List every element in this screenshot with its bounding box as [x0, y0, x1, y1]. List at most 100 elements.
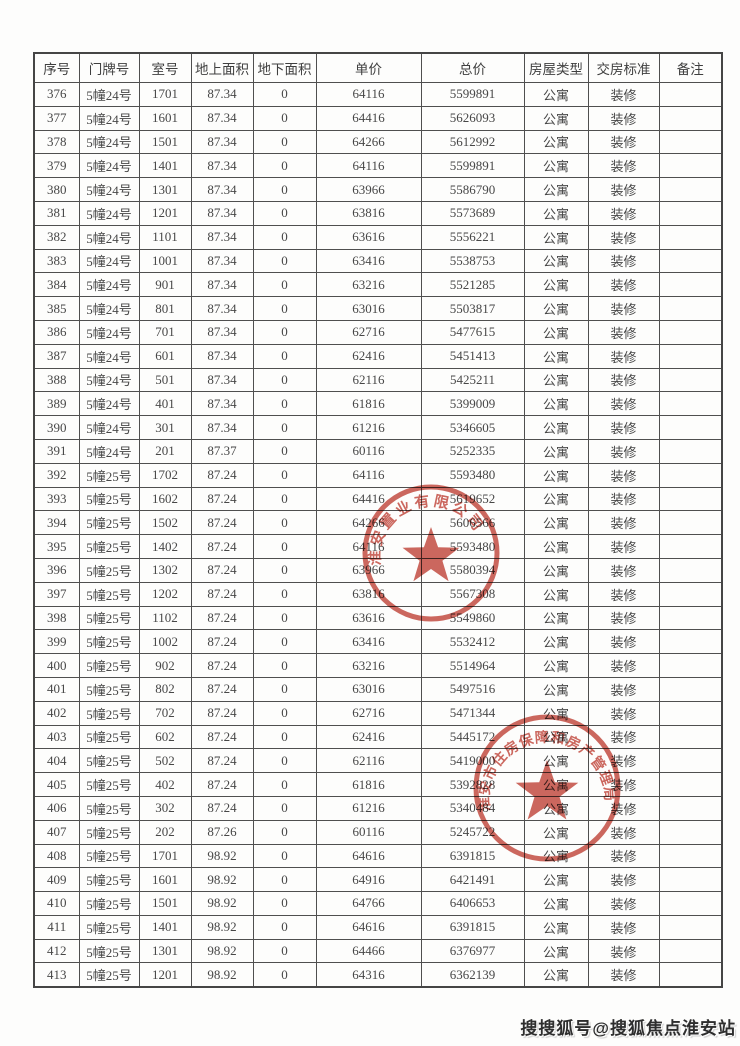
- table-cell: [658, 700, 723, 726]
- table-row: 392 5幢25号 1702 87.24 0 64116 5593480 公寓 装修: [33, 462, 723, 488]
- table-cell: [658, 200, 723, 226]
- table-cell: 5幢25号: [78, 605, 140, 631]
- table-cell: 5346605: [420, 415, 525, 440]
- table-cell: 64466: [315, 938, 422, 964]
- table-cell: 87.26: [190, 819, 254, 845]
- table-cell: 0: [252, 748, 317, 774]
- table-cell: 5幢24号: [78, 319, 140, 345]
- table-cell: 411: [33, 914, 80, 940]
- table-cell: 公寓: [523, 534, 589, 559]
- table-cell: 87.34: [190, 105, 254, 131]
- table-row: 412 5幢25号 1301 98.92 0 64466 6376977 公寓 装修: [33, 938, 723, 964]
- header-row: 序号 门牌号 室号 地上面积 地下面积 单价 总价 房屋类型 交房标准 备注: [33, 52, 723, 83]
- table-row: 396 5幢25号 1302 87.24 0 63966 5580394 公寓 装修: [33, 557, 723, 583]
- column-header: 单价: [315, 52, 422, 83]
- table-cell: 63816: [315, 581, 422, 607]
- table-cell: 902: [138, 653, 192, 678]
- table-cell: 402: [138, 772, 192, 797]
- table-cell: 0: [252, 557, 317, 583]
- table-cell: 装修: [587, 343, 660, 369]
- table-cell: 公寓: [523, 510, 589, 536]
- table-cell: 63216: [315, 272, 422, 298]
- table-cell: 6376977: [420, 938, 525, 964]
- table-cell: 5538753: [420, 248, 525, 274]
- table-cell: 64116: [315, 153, 422, 179]
- table-cell: 0: [252, 296, 317, 321]
- table-cell: 5幢25号: [78, 462, 140, 488]
- table-cell: 0: [252, 248, 317, 274]
- table-cell: 装修: [587, 367, 660, 393]
- table-cell: [658, 510, 723, 536]
- table-cell: 装修: [587, 462, 660, 488]
- column-header: 门牌号: [78, 52, 140, 83]
- table-cell: [658, 462, 723, 488]
- table-cell: [658, 557, 723, 583]
- table-cell: 公寓: [523, 748, 589, 774]
- table-cell: 87.34: [190, 272, 254, 298]
- price-table-header: 序号 门牌号 室号 地上面积 地下面积 单价 总价 房屋类型 交房标准 备注: [33, 52, 723, 83]
- table-cell: 1602: [138, 486, 192, 512]
- table-cell: 0: [252, 177, 317, 202]
- table-cell: 1401: [138, 914, 192, 940]
- table-cell: 98.92: [190, 843, 254, 869]
- table-cell: 装修: [587, 319, 660, 345]
- table-cell: 装修: [587, 843, 660, 869]
- table-cell: 64116: [315, 82, 422, 107]
- table-cell: 5399009: [420, 391, 525, 417]
- table-cell: 公寓: [523, 319, 589, 345]
- table-cell: 5幢24号: [78, 391, 140, 417]
- table-cell: 1201: [138, 200, 192, 226]
- table-cell: 0: [252, 772, 317, 797]
- table-cell: 601: [138, 343, 192, 369]
- table-row: 385 5幢24号 801 87.34 0 63016 5503817 公寓 装修: [33, 296, 723, 321]
- table-row: 391 5幢24号 201 87.37 0 60116 5252335 公寓 装修: [33, 438, 723, 464]
- table-cell: 0: [252, 653, 317, 678]
- table-cell: 公寓: [523, 581, 589, 607]
- table-cell: 装修: [587, 653, 660, 678]
- table-cell: 301: [138, 415, 192, 440]
- table-cell: 0: [252, 843, 317, 869]
- table-cell: 64616: [315, 843, 422, 869]
- table-cell: 装修: [587, 438, 660, 464]
- table-cell: 公寓: [523, 153, 589, 179]
- table-cell: 5599891: [420, 82, 525, 107]
- table-cell: 5503817: [420, 296, 525, 321]
- table-cell: 63816: [315, 200, 422, 226]
- table-cell: [658, 867, 723, 893]
- table-cell: [658, 819, 723, 845]
- table-cell: 0: [252, 914, 317, 940]
- table-cell: 1601: [138, 867, 192, 893]
- table-cell: 0: [252, 272, 317, 298]
- table-row: 387 5幢24号 601 87.34 0 62416 5451413 公寓 装修: [33, 343, 723, 369]
- table-cell: 公寓: [523, 724, 589, 750]
- table-cell: 1301: [138, 938, 192, 964]
- table-cell: 63416: [315, 629, 422, 655]
- table-cell: 0: [252, 938, 317, 964]
- table-cell: 5612992: [420, 129, 525, 155]
- table-cell: 公寓: [523, 938, 589, 964]
- table-cell: 公寓: [523, 891, 589, 916]
- table-cell: 0: [252, 819, 317, 845]
- table-cell: 98.92: [190, 914, 254, 940]
- table-cell: 5606566: [420, 510, 525, 536]
- table-cell: 87.34: [190, 224, 254, 250]
- table-cell: [658, 843, 723, 869]
- table-cell: 1401: [138, 153, 192, 179]
- table-cell: 装修: [587, 724, 660, 750]
- table-cell: 0: [252, 867, 317, 893]
- table-cell: 装修: [587, 534, 660, 559]
- table-cell: 0: [252, 534, 317, 559]
- table-cell: 87.34: [190, 319, 254, 345]
- table-cell: 87.24: [190, 605, 254, 631]
- table-cell: 87.34: [190, 391, 254, 417]
- table-cell: 398: [33, 605, 80, 631]
- table-cell: 403: [33, 724, 80, 750]
- table-cell: 0: [252, 438, 317, 464]
- table-cell: [658, 534, 723, 559]
- table-cell: 391: [33, 438, 80, 464]
- table-cell: 386: [33, 319, 80, 345]
- table-row: 397 5幢25号 1202 87.24 0 63816 5567308 公寓 装修: [33, 581, 723, 607]
- table-cell: 87.34: [190, 343, 254, 369]
- table-cell: 公寓: [523, 962, 589, 988]
